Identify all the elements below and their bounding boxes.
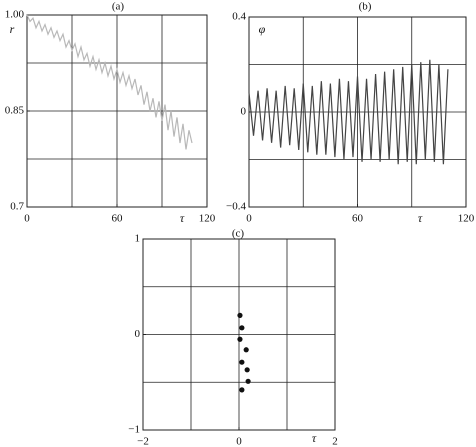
x-tick-label: −2 [137,436,149,447]
y-tick-label: −0.4 [226,201,246,213]
data-point [239,359,245,365]
x-tick-label: 0 [236,436,242,447]
y-tick-label: 0.85 [5,105,25,117]
x-tick-label: 0 [246,213,252,225]
data-line [26,14,193,150]
data-line [248,59,449,165]
x-tick-label: 120 [458,213,475,225]
y-tick-label: 0 [135,328,141,340]
x-axis-label: τ [418,211,423,225]
x-tick-label: 60 [112,213,124,225]
data-point [245,378,251,384]
chart-title: (a) [112,1,125,13]
y-tick-label: 0.7 [10,201,24,213]
data-point [239,387,245,393]
y-tick-label: −1 [128,424,140,436]
y-tick-label: 0.4 [232,11,246,23]
data-point [239,325,245,331]
chart-title: (b) [359,1,372,13]
data-point [237,336,243,342]
y-tick-label: 1.00 [5,9,25,21]
x-tick-label: 2 [332,436,338,447]
chart-title: (c) [232,228,245,240]
x-tick-label: 120 [199,213,216,225]
x-axis-label: τ [180,211,185,225]
data-point [243,347,249,353]
x-axis-label: τ [312,431,317,445]
y-tick-label: 1 [135,233,141,245]
data-point [237,312,243,318]
y-axis-label: r [10,22,15,36]
x-tick-label: 60 [352,213,364,225]
data-point [244,367,250,373]
x-tick-label: 0 [24,213,30,225]
y-axis-label: φ [259,22,266,36]
y-tick-label: 0 [241,106,247,118]
